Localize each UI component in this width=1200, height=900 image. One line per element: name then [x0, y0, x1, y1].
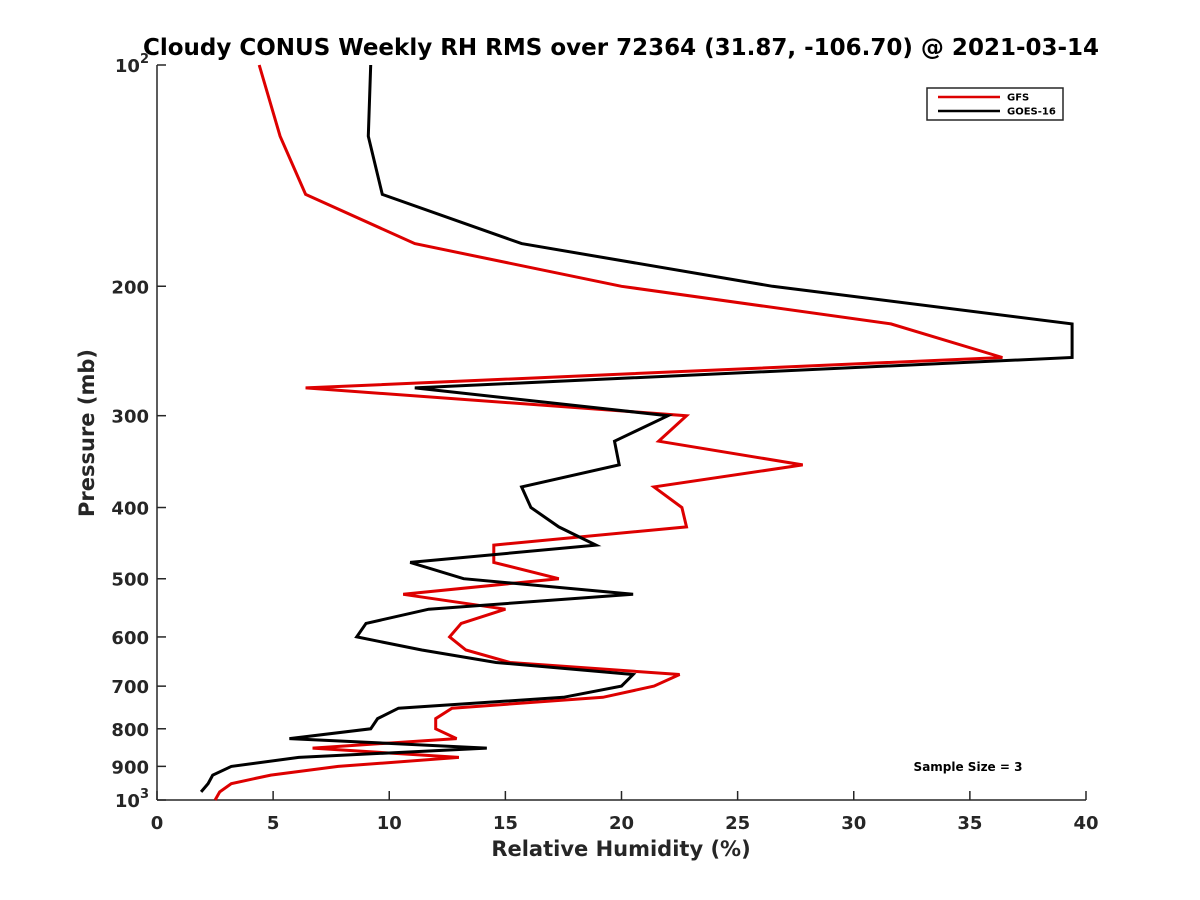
y-tick-label: 700	[111, 677, 149, 698]
x-axis-label: Relative Humidity (%)	[491, 837, 750, 861]
x-tick-label: 15	[493, 813, 518, 834]
y-tick-label: 300	[111, 407, 149, 428]
x-tick-label: 5	[267, 813, 280, 834]
series-line-goes16	[199, 64, 1074, 793]
x-tick-label: 40	[1073, 813, 1098, 834]
x-tick-label: 35	[957, 813, 982, 834]
x-axis-ticks: 0 5 10 15 20 25 30 35 40	[151, 791, 1099, 834]
legend: GFS GOES-16	[926, 87, 1064, 121]
y-tick-label: 800	[111, 720, 149, 741]
x-tick-label: 0	[151, 813, 164, 834]
y-tick-label: 102	[115, 52, 149, 77]
legend-label-gfs: GFS	[1007, 93, 1029, 104]
y-tick-label: 103	[115, 787, 149, 812]
y-tick-label: 900	[111, 757, 149, 778]
y-tick-label: 600	[111, 628, 149, 649]
legend-label-goes16: GOES-16	[1007, 107, 1056, 118]
x-tick-label: 20	[609, 813, 634, 834]
x-tick-label: 30	[841, 813, 866, 834]
chart-title: Cloudy CONUS Weekly RH RMS over 72364 (3…	[143, 35, 1099, 61]
series-line-gfs	[213, 64, 1003, 801]
x-tick-label: 25	[725, 813, 750, 834]
y-tick-label: 400	[111, 499, 149, 520]
x-tick-label: 10	[377, 813, 402, 834]
y-tick-label: 200	[111, 277, 149, 298]
y-axis-label: Pressure (mb)	[75, 349, 99, 517]
y-axis-ticks: 102 200 300 400 500 600 700 800 900 103	[111, 52, 166, 812]
sample-size-annotation: Sample Size = 3	[914, 760, 1023, 774]
series-layer	[199, 64, 1074, 801]
legend-box	[926, 87, 1064, 121]
y-tick-label: 500	[111, 570, 149, 591]
